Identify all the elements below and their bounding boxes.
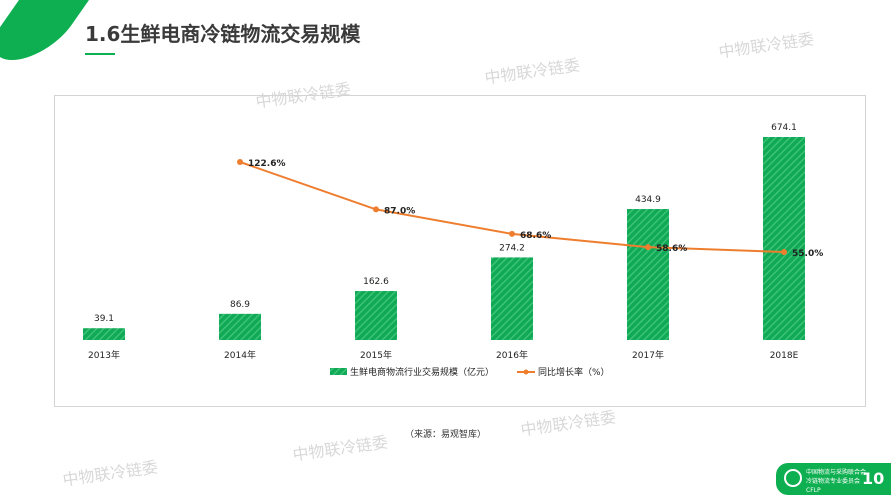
cflp-logo: 中国物流与采购联合会 冷链物流专业委员会 CFLP 10 — [776, 463, 891, 495]
bar — [219, 313, 261, 340]
bar — [627, 209, 669, 340]
legend-line-marker — [523, 369, 529, 375]
bar — [763, 137, 805, 340]
line-label: 122.6% — [248, 159, 286, 169]
legend-bar-label: 生鲜电商物流行业交易规模（亿元） — [350, 366, 494, 378]
bar-label: 86.9 — [230, 300, 250, 310]
page-number: 10 — [862, 469, 885, 488]
legend-bar-swatch — [330, 368, 347, 375]
line-point — [373, 206, 379, 213]
bar-label: 162.6 — [363, 277, 389, 287]
line-point — [645, 244, 651, 251]
line-point — [509, 230, 515, 237]
title-underline — [85, 53, 115, 55]
logo-text: 冷链物流专业委员会 — [806, 478, 861, 485]
x-tick-label: 2018E — [770, 351, 799, 361]
line-label: 55.0% — [792, 249, 823, 259]
line-label: 58.6% — [656, 244, 687, 254]
bar-label: 434.9 — [635, 195, 661, 205]
line-label: 68.6% — [520, 231, 551, 241]
x-tick-label: 2013年 — [88, 349, 120, 361]
bar-label: 39.1 — [94, 314, 114, 324]
logo-abbr: CFLP — [806, 487, 821, 494]
source-note: （来源：易观智库） — [405, 430, 487, 440]
chart-frame — [54, 95, 866, 407]
legend-line-label: 同比增长率（%） — [538, 366, 610, 378]
bar — [83, 328, 125, 340]
page-title: 1.6生鲜电商冷链物流交易规模 — [85, 22, 361, 46]
line-point — [237, 159, 243, 165]
logo-icon — [784, 469, 802, 487]
line-label: 87.0% — [384, 206, 415, 216]
bar — [355, 291, 397, 340]
growth-line — [239, 161, 785, 253]
x-tick-label: 2014年 — [224, 349, 256, 361]
bar-label: 274.2 — [499, 243, 525, 253]
bar-label: 674.1 — [771, 123, 797, 133]
bar — [491, 257, 533, 340]
line-point — [781, 248, 787, 255]
logo-text: 中国物流与采购联合会 — [806, 469, 867, 476]
x-tick-label: 2016年 — [496, 349, 528, 361]
x-tick-label: 2017年 — [632, 349, 664, 361]
x-tick-label: 2015年 — [360, 349, 392, 361]
